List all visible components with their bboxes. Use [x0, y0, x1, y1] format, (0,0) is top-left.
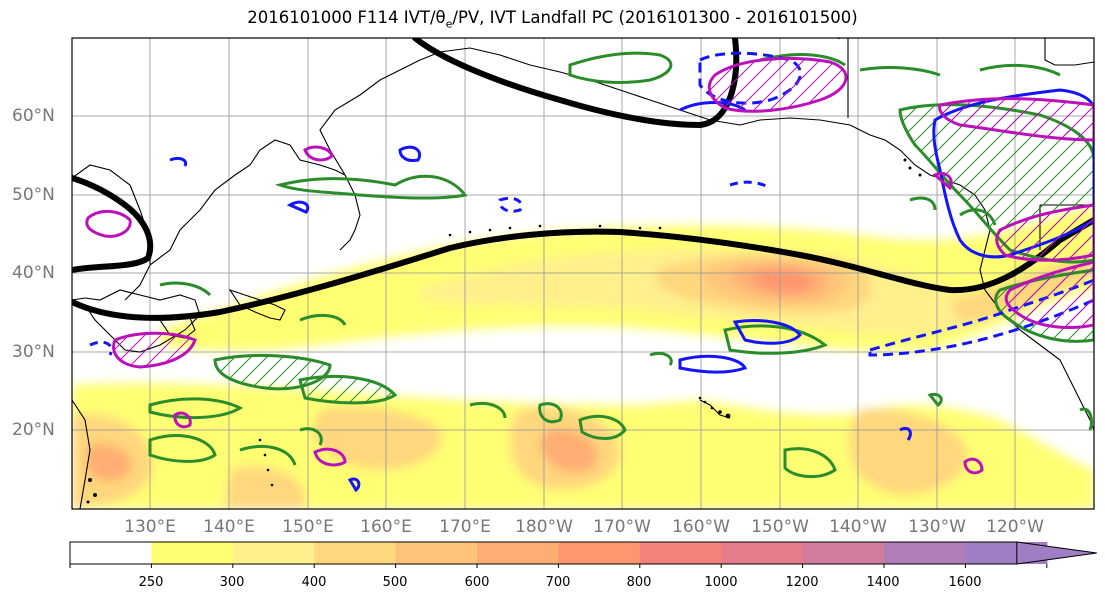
lon-label: 140°W [829, 517, 887, 537]
lon-label: 140°E [203, 517, 255, 537]
colorbar-segment [802, 542, 885, 564]
colorbar-segment [232, 542, 315, 564]
colorbar-tick-label: 800 [626, 575, 652, 590]
map-title: 2016101000 F114 IVT/θe/PV, IVT Landfall … [247, 8, 858, 31]
islands [86, 158, 922, 504]
lon-label: 160°E [360, 517, 412, 537]
colorbar-tick-label: 400 [301, 575, 327, 590]
lon-label: 150°W [751, 517, 809, 537]
colorbar-segment [558, 542, 641, 564]
colorbar-tick-label: 250 [138, 575, 164, 590]
lon-label: 130°W [908, 517, 966, 537]
colorbar-tick-label: 600 [464, 575, 490, 590]
lon-label: 180°W [515, 517, 573, 537]
lat-label: 30°N [12, 342, 55, 362]
lat-label: 20°N [12, 420, 55, 440]
colorbar [69, 541, 1097, 568]
colorbar-tick-label: 700 [545, 575, 571, 590]
colorbar-extend-arrow [1016, 541, 1097, 565]
magenta-contours [85, 57, 1094, 475]
colorbar-outline [69, 541, 1017, 565]
colorbar-tick-label: 1000 [704, 575, 738, 590]
map-area [72, 38, 1094, 509]
colorbar-segment [721, 542, 804, 564]
lon-label: 170°E [439, 517, 491, 537]
colorbar-segment [314, 542, 397, 564]
colorbar-tick-label: 1600 [948, 575, 982, 590]
colorbar-segment [395, 542, 478, 564]
lon-label: 120°W [986, 517, 1044, 537]
lat-label: 40°N [12, 263, 55, 283]
colorbar-segment [477, 542, 559, 564]
colorbar-tick-label: 1400 [866, 575, 900, 590]
colorbar-segment [151, 542, 234, 564]
lon-label: 130°E [124, 517, 176, 537]
lon-label: 170°W [593, 517, 651, 537]
colorbar-segment [70, 542, 152, 564]
lat-label: 50°N [12, 185, 55, 205]
lon-label: 160°W [672, 517, 730, 537]
colorbar-tick-label: 300 [219, 575, 245, 590]
colorbar-tick-label: 500 [382, 575, 408, 590]
colorbar-segment [884, 542, 966, 564]
colorbar-segment [639, 542, 722, 564]
map-frame [71, 37, 1095, 510]
colorbar-tick-label: 1200 [785, 575, 819, 590]
lat-label: 60°N [12, 106, 55, 126]
lon-label: 150°E [282, 517, 334, 537]
